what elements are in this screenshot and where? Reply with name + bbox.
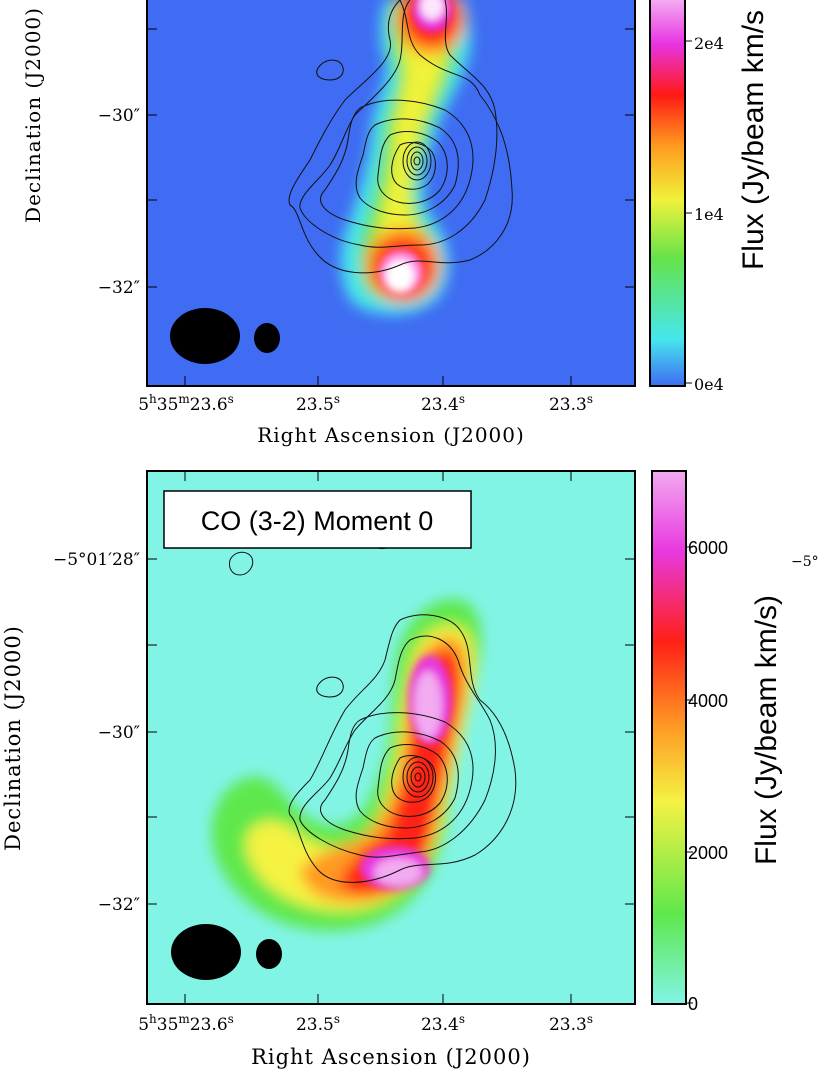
colorbar-label-bottom: Flux (Jy/beam km/s) (750, 595, 783, 865)
x-tick-label-1-bottom: 5h35m23.6s (138, 1012, 234, 1035)
emission-map-bottom (211, 539, 517, 931)
x-tick-label-3-bottom: 23.4s (421, 1012, 465, 1035)
colorbar-tick-1e4: 1e4 (694, 205, 724, 224)
small-beam (254, 323, 280, 353)
x-axis-label-top: Right Ascension (J2000) (257, 423, 525, 447)
chart-title: CO (3-2) Moment 0 (201, 506, 434, 536)
colorbar-tick-2000: 2000 (688, 843, 728, 863)
colorbar-tick-2e4: 2e4 (694, 34, 724, 53)
colorbar-tick-0e4: 0e4 (694, 375, 724, 394)
x-tick-label-2-top: 23.5s (296, 392, 340, 415)
y-axis-label-top: Declination (J2000) (21, 7, 45, 223)
y-tick-label-30-top: −30″ (98, 106, 140, 126)
x-tick-label-1-top: 5h35m23.6s (138, 392, 234, 415)
x-tick-label-4-bottom: 23.3s (549, 1012, 593, 1035)
colorbar-tick-6000: 6000 (688, 538, 728, 558)
x-tick-label-4-top: 23.3s (549, 392, 593, 415)
y-tick-label-30-bottom: −30″ (98, 723, 140, 743)
x-axis-label-bottom: Right Ascension (J2000) (251, 1045, 531, 1069)
plot-frame-top (146, 0, 636, 387)
plot-frame-bottom (146, 470, 636, 1005)
y-tick-label-28-bottom: −5°01′28″ (53, 550, 140, 570)
colorbar-tick-4000: 4000 (688, 691, 728, 711)
colorbar-bottom: 6000 4000 2000 0 Flux (Jy/beam km/s) (651, 470, 783, 1014)
ticks-top (147, 28, 635, 386)
panel-top: −30″ −32″ 5h35m23.6s 23.5s 23.4s 23.3s R… (21, 0, 770, 447)
panel-bottom: CO (3-2) Moment 0 −5°01′28″ −30″ −32″ 5h… (1, 470, 819, 1069)
colorbar-tick-0: 0 (688, 994, 698, 1014)
small-beam (256, 939, 282, 969)
colorbar-label-top: Flux (Jy/beam km/s (737, 10, 770, 270)
y-tick-label-32-bottom: −32″ (98, 895, 140, 915)
y-tick-label-32-top: −32″ (98, 278, 140, 298)
emission-map-top (288, 0, 513, 315)
contours-top (288, 0, 513, 274)
title-box (163, 490, 472, 549)
y-axis-label-bottom: Declination (J2000) (1, 625, 25, 851)
colorbar-top: 2e4 1e4 0e4 Flux (Jy/beam km/s (649, 0, 770, 394)
x-tick-label-2-bottom: 23.5s (296, 1012, 340, 1035)
colorbar-gradient-top (649, 0, 686, 387)
colorbar-gradient-bottom (651, 470, 687, 1005)
x-tick-label-3-top: 23.4s (421, 392, 465, 415)
large-beam (171, 924, 241, 980)
large-beam (170, 308, 240, 364)
clipped-side-label: −5° (791, 554, 819, 570)
ticks-bottom (147, 471, 635, 1004)
